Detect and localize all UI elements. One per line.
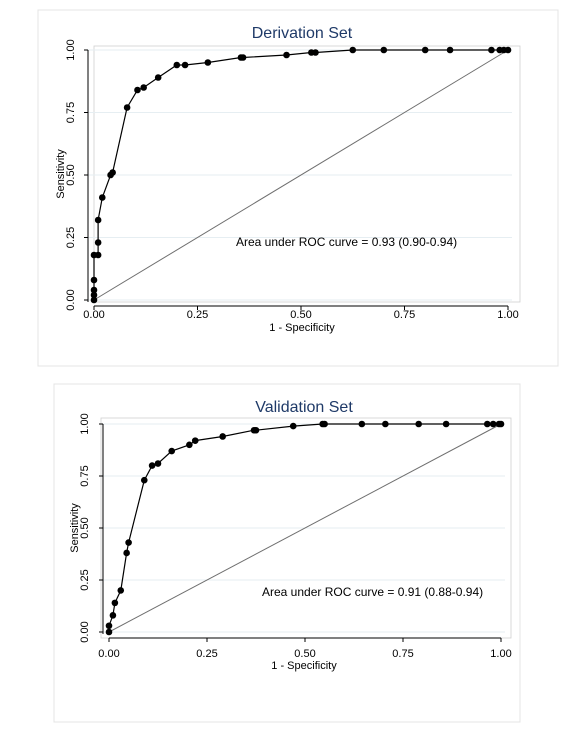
auc-annotation: Area under ROC curve = 0.93 (0.90-0.94) <box>236 235 457 249</box>
roc-point <box>191 437 199 444</box>
x-tick-label: 0.25 <box>187 309 208 321</box>
roc-point <box>382 420 389 428</box>
diagonal-line <box>93 49 509 301</box>
x-axis-label: 1 - Specificity <box>271 660 337 672</box>
roc-point <box>109 612 117 619</box>
auc-annotation: Area under ROC curve = 0.91 (0.88-0.94) <box>262 585 483 599</box>
y-axis-label: Sensitivity <box>69 503 81 553</box>
roc-point <box>117 587 125 594</box>
roc-point <box>154 74 162 81</box>
x-tick-label: 1.00 <box>497 309 518 321</box>
y-tick-label: 0.50 <box>79 517 91 538</box>
roc-point <box>98 194 106 201</box>
roc-point <box>140 84 147 91</box>
y-tick-labels: 0.00 0.25 0.50 0.75 1.00 <box>79 413 91 642</box>
x-tick-labels: 0.00 0.25 0.50 0.75 1.00 <box>83 309 518 321</box>
roc-point <box>105 622 113 630</box>
roc-point <box>321 420 328 428</box>
x-tick-label: 0.00 <box>83 309 104 321</box>
roc-point <box>415 420 422 428</box>
roc-point <box>105 628 113 636</box>
roc-point <box>349 46 357 54</box>
chart-title: Validation Set <box>255 399 353 416</box>
roc-point <box>312 49 319 56</box>
roc-point <box>94 251 102 259</box>
roc-point <box>483 420 491 428</box>
y-tick-label: 0.75 <box>79 465 91 486</box>
roc-series <box>105 420 505 636</box>
roc-point <box>252 426 260 434</box>
roc-point <box>94 239 102 246</box>
roc-point <box>148 462 156 469</box>
plot-area <box>93 45 521 303</box>
roc-point <box>90 291 98 299</box>
roc-point <box>154 460 162 467</box>
x-tick-label: 0.00 <box>98 648 119 660</box>
roc-point <box>90 276 98 284</box>
roc-point <box>358 420 366 428</box>
roc-point <box>488 46 495 54</box>
roc-point <box>173 61 181 69</box>
reference-line <box>108 423 502 633</box>
roc-series <box>90 46 512 304</box>
axes <box>99 423 502 642</box>
validation-panel: Validation Set 0.00 0.25 0.50 0.75 1.00 0.00… <box>53 383 521 723</box>
roc-point <box>90 296 98 304</box>
roc-point <box>283 51 290 59</box>
roc-point <box>140 476 148 484</box>
y-tick-label: 1.00 <box>65 39 77 60</box>
roc-point <box>109 169 116 176</box>
x-tick-label: 0.75 <box>392 648 413 660</box>
roc-point <box>94 216 102 224</box>
roc-point <box>204 59 212 66</box>
derivation-panel: Derivation Set 0.00 0.25 0.50 0.75 1.00 0.00… <box>37 9 559 367</box>
roc-point <box>446 46 454 54</box>
x-tick-label: 1.00 <box>490 648 511 660</box>
roc-point <box>90 286 98 294</box>
roc-point <box>123 104 131 111</box>
x-tick-label: 0.50 <box>294 648 315 660</box>
roc-point <box>111 599 119 607</box>
roc-point <box>186 441 193 449</box>
roc-point <box>239 54 247 61</box>
y-axis-label: Sensitivity <box>55 149 67 199</box>
x-axis-label: 1 - Specificity <box>269 322 335 334</box>
roc-point <box>421 46 429 54</box>
roc-point <box>442 420 450 428</box>
y-tick-label: 0.00 <box>65 289 77 310</box>
x-tick-label: 0.25 <box>196 648 217 660</box>
y-tick-labels: 0.00 0.25 0.50 0.75 1.00 <box>65 39 77 310</box>
reference-line <box>93 49 509 301</box>
x-tick-labels: 0.00 0.25 0.50 0.75 1.00 <box>98 648 511 660</box>
x-tick-label: 0.50 <box>290 309 311 321</box>
chart-title: Derivation Set <box>252 25 353 42</box>
y-tick-label: 0.50 <box>65 164 77 185</box>
roc-point <box>497 420 505 428</box>
y-tick-label: 1.00 <box>79 413 91 434</box>
roc-point <box>168 447 176 455</box>
roc-point <box>489 420 497 428</box>
roc-point <box>380 46 388 54</box>
roc-point <box>134 86 141 94</box>
roc-point <box>219 433 226 440</box>
roc-point <box>123 549 130 557</box>
roc-point <box>125 539 132 546</box>
y-tick-label: 0.25 <box>65 227 77 248</box>
y-tick-label: 0.75 <box>65 102 77 123</box>
x-tick-label: 0.75 <box>394 309 415 321</box>
y-tick-label: 0.00 <box>79 621 91 642</box>
roc-point <box>181 61 189 69</box>
axes <box>84 49 509 310</box>
diagonal-line <box>108 423 502 633</box>
roc-point <box>504 46 512 54</box>
y-tick-label: 0.25 <box>79 569 91 590</box>
roc-point <box>289 422 297 430</box>
